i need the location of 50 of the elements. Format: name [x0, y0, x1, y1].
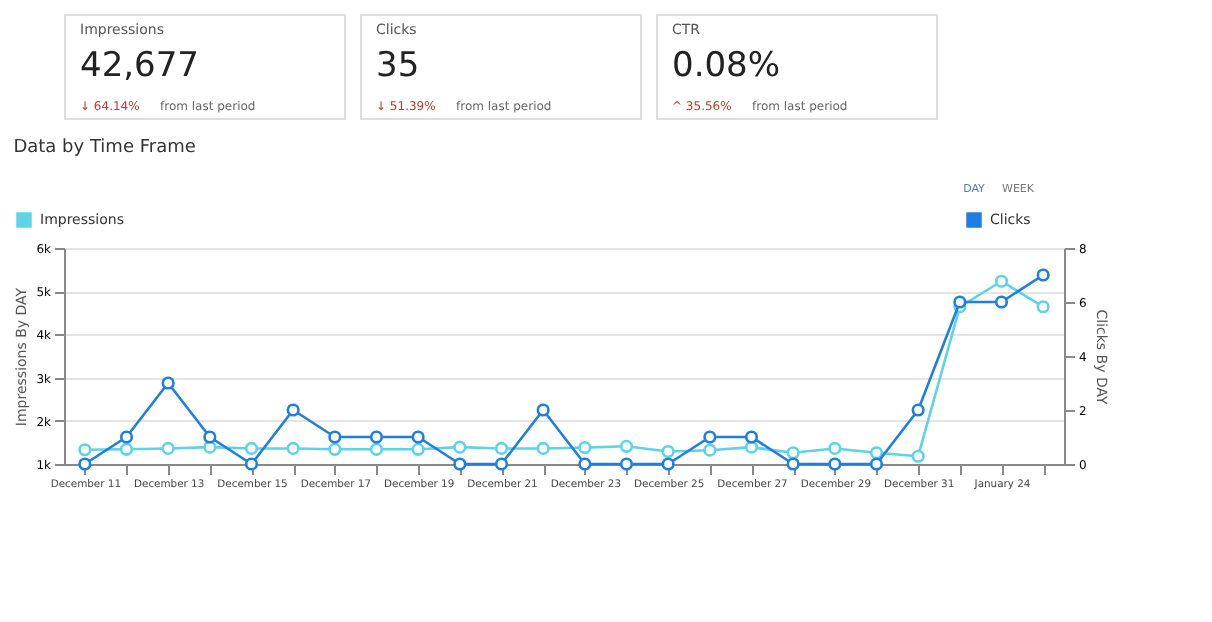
- point: [911, 449, 925, 463]
- point: [703, 430, 717, 444]
- point: [369, 430, 384, 444]
- point: [703, 443, 717, 457]
- point: [411, 442, 425, 456]
- point: [619, 457, 634, 471]
- point: [286, 403, 300, 417]
- chart-title: Data by Time Frame: [13, 138, 197, 158]
- point: [161, 441, 175, 456]
- point: [661, 457, 675, 471]
- point: [994, 274, 1009, 288]
- point: [203, 430, 217, 444]
- point: [828, 441, 842, 456]
- point: [869, 446, 884, 460]
- point: [911, 403, 925, 417]
- point: [494, 441, 509, 456]
- point: [1036, 300, 1050, 314]
- point: [953, 295, 967, 309]
- point: [286, 441, 300, 456]
- point: [244, 441, 259, 456]
- point: [453, 440, 467, 454]
- point: [494, 457, 509, 471]
- point: [869, 457, 884, 471]
- point: [661, 444, 675, 459]
- text: 0.08%: [672, 46, 781, 86]
- point: [536, 441, 550, 456]
- point: [161, 376, 175, 390]
- point: [328, 442, 342, 456]
- point: [744, 430, 759, 444]
- point: [119, 442, 134, 456]
- point: [578, 441, 592, 455]
- point: [619, 439, 634, 453]
- point: [369, 442, 384, 456]
- point: [578, 457, 592, 471]
- text: 42,677: [80, 46, 199, 86]
- point: [786, 457, 800, 471]
- point: [744, 440, 759, 454]
- point: [244, 457, 259, 471]
- point: [328, 430, 342, 444]
- point: [786, 446, 800, 460]
- point: [828, 457, 842, 471]
- point: [453, 457, 467, 471]
- point: [536, 403, 550, 417]
- point: [411, 430, 425, 444]
- point: [1036, 268, 1050, 282]
- point: [78, 443, 92, 457]
- point: [78, 457, 92, 471]
- point: [994, 295, 1009, 309]
- point: [119, 430, 134, 444]
- text: 35: [376, 46, 420, 86]
